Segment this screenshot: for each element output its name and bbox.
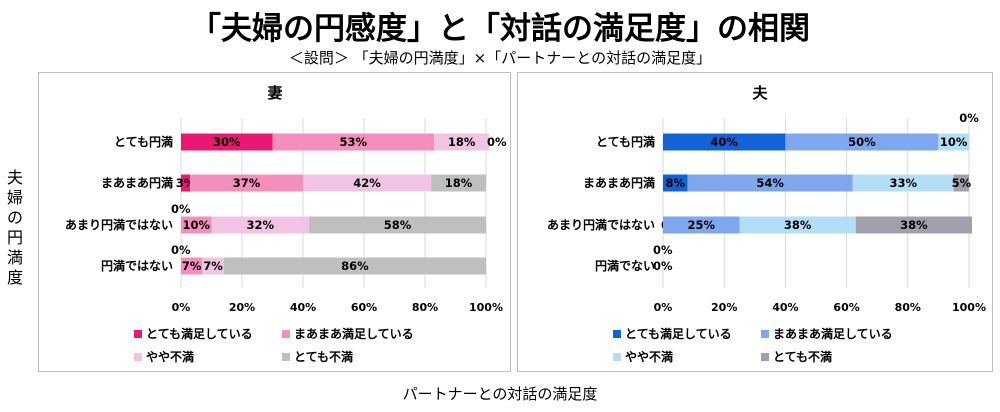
bar-segment <box>202 257 224 275</box>
category-label: あまり円満ではない <box>547 217 655 232</box>
legend-swatch <box>282 353 290 361</box>
bar-segment <box>855 216 973 234</box>
data-label: 50% <box>848 135 876 149</box>
bar-segment <box>223 257 486 275</box>
data-label: 0% <box>653 259 673 273</box>
bar-segment <box>953 174 969 192</box>
bar-segment <box>211 216 310 234</box>
legend-swatch <box>282 330 290 338</box>
legend-swatch <box>613 353 621 361</box>
data-label: 10% <box>182 218 210 232</box>
chart-panel-wife: 妻 0% 20% 40% 60% 80% 100% とても円満 30% 53% 18% 0% まあまあ円… <box>38 72 511 372</box>
bar-segment <box>190 174 303 192</box>
x-tick-label: 80% <box>412 301 438 314</box>
data-label: 30% <box>213 135 241 149</box>
data-label: 0% <box>171 202 191 216</box>
data-label: 0% <box>487 135 507 149</box>
x-tick-label: 0% <box>654 301 673 314</box>
legend-label: とても満足している <box>625 326 732 341</box>
bar-segment <box>303 174 432 192</box>
data-label: 40% <box>710 135 738 149</box>
data-label: 7% <box>203 259 223 273</box>
bar-segment <box>938 133 969 151</box>
data-label: 18% <box>448 135 476 149</box>
page-subtitle: ＜設問＞ 「夫婦の円満度」×「パートナーとの対話の満足度」 <box>288 49 712 67</box>
category-label: あまり円満ではない <box>65 217 173 232</box>
legend-label: とても不満 <box>294 349 353 364</box>
legend-swatch <box>134 330 142 338</box>
data-label: 32% <box>247 218 275 232</box>
bar-segment <box>663 174 688 192</box>
x-tick-label: 100% <box>952 301 986 314</box>
bar-segment <box>663 133 786 151</box>
x-tick-label: 60% <box>351 301 377 314</box>
data-label: 18% <box>445 176 473 190</box>
x-tick-label: 60% <box>833 301 859 314</box>
bar-segment <box>181 257 203 275</box>
data-label: 38% <box>784 218 812 232</box>
bar-segment <box>434 133 490 151</box>
legend-swatch <box>613 330 621 338</box>
data-label: 0% <box>171 243 191 257</box>
legend-label: まあまあ満足している <box>294 326 414 341</box>
data-label: 7% <box>182 259 202 273</box>
page-title: 「夫婦の円感度」と「対話の満足度」の相関 <box>190 11 810 47</box>
data-label: 33% <box>889 176 917 190</box>
data-label: 10% <box>940 135 968 149</box>
chart-husband: 夫 0% 20% 40% 60% 80% 100% とても円満 40% 50% 10% 0% まあまあ円… <box>547 84 986 364</box>
data-label: 54% <box>756 176 784 190</box>
bar-segment <box>181 216 212 234</box>
legend-label: まあまあ満足している <box>773 326 893 341</box>
data-label: 38% <box>900 218 928 232</box>
y-axis-label: 夫婦の円満度 <box>6 168 23 287</box>
category-label: 円満でない <box>595 258 655 273</box>
category-label: まあまあ円満 <box>583 175 655 190</box>
legend-swatch <box>761 353 769 361</box>
bar-segment <box>181 174 191 192</box>
category-label: 円満ではない <box>101 258 173 273</box>
bar-segment <box>272 133 435 151</box>
x-tick-label: 20% <box>229 301 255 314</box>
data-label: 42% <box>353 176 381 190</box>
data-label: 37% <box>233 176 261 190</box>
x-tick-label: 40% <box>290 301 316 314</box>
data-label: 8% <box>665 176 685 190</box>
bar-segment <box>309 216 486 234</box>
data-label: 86% <box>341 259 369 273</box>
x-axis-label: パートナーとの対話の満足度 <box>402 385 598 403</box>
data-label: 0% <box>653 243 673 257</box>
bar-segment <box>785 133 939 151</box>
bar-segment <box>431 174 486 192</box>
x-tick-label: 20% <box>711 301 737 314</box>
legend-label: とても不満 <box>773 349 832 364</box>
bar-segment <box>852 174 954 192</box>
legend-label: とても満足している <box>146 326 253 341</box>
chart-title: 夫 <box>752 84 768 102</box>
data-label: 25% <box>687 218 715 232</box>
legend-swatch <box>761 330 769 338</box>
data-label: 0% <box>959 111 979 125</box>
data-label: 5% <box>952 176 972 190</box>
legend-swatch <box>134 353 142 361</box>
legend-label: やや不満 <box>146 349 194 364</box>
x-tick-label: 0% <box>172 301 191 314</box>
category-label: とても円満 <box>114 134 173 149</box>
chart-panel-husband: 夫 0% 20% 40% 60% 80% 100% とても円満 40% 50% 10% 0% まあまあ円… <box>517 72 993 372</box>
x-tick-label: 100% <box>469 301 503 314</box>
legend-label: やや不満 <box>625 349 673 364</box>
data-label: 53% <box>340 135 368 149</box>
chart-wife: 妻 0% 20% 40% 60% 80% 100% とても円満 30% 53% 18% 0% まあまあ円… <box>65 84 507 364</box>
x-tick-label: 80% <box>895 301 921 314</box>
bar-segment <box>663 216 740 234</box>
x-tick-label: 40% <box>772 301 798 314</box>
chart-title: 妻 <box>267 84 282 102</box>
bar-segment <box>181 133 273 151</box>
data-label: 58% <box>384 218 412 232</box>
bar-segment <box>739 216 856 234</box>
bar-segment <box>687 174 853 192</box>
category-label: とても円満 <box>596 134 655 149</box>
category-label: まあまあ円満 <box>101 175 173 190</box>
